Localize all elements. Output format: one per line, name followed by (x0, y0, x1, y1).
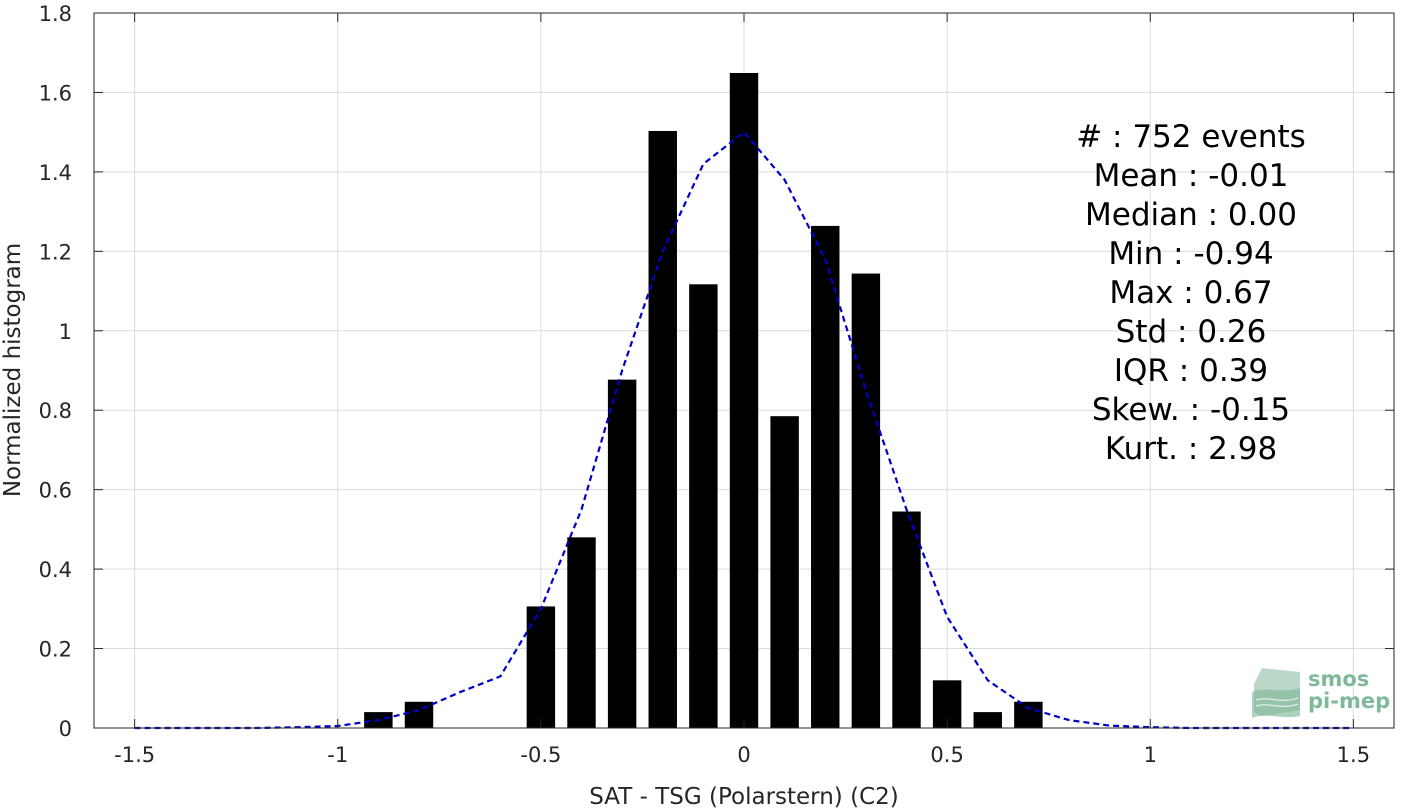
y-tick-label: 0.8 (39, 399, 72, 423)
stats-line: # : 752 events (1076, 119, 1306, 155)
histogram-bar (689, 284, 718, 728)
smos-pi-mep-logo: smos pi-mep (1252, 667, 1390, 718)
x-tick-labels: -1.5 -1 -0.5 0 0.5 1 1.5 (114, 743, 1370, 767)
x-tick-label: 0 (737, 743, 750, 767)
y-tick-label: 0.4 (39, 558, 72, 582)
stats-line: Max : 0.67 (1109, 275, 1272, 311)
y-tick-label: 0 (59, 717, 72, 741)
x-tick-label: -1.5 (114, 743, 155, 767)
stats-line: Std : 0.26 (1116, 314, 1267, 350)
stats-line: IQR : 0.39 (1114, 353, 1268, 389)
y-tick-label: 1 (59, 320, 72, 344)
histogram-bar (567, 537, 596, 728)
x-axis-label: SAT - TSG (Polarstern) (C2) (589, 784, 898, 809)
x-tick-label: 1 (1144, 743, 1157, 767)
histogram-bars (364, 72, 1043, 729)
logo-text-pi-mep: pi-mep (1308, 689, 1390, 713)
y-tick-label: 1.2 (39, 240, 72, 264)
histogram-bar (648, 130, 677, 729)
stats-line: Min : -0.94 (1108, 236, 1273, 272)
histogram-bar (607, 379, 637, 728)
histogram-bar (892, 511, 921, 728)
histogram-bar (770, 416, 799, 728)
logo-text-smos: smos (1308, 667, 1369, 691)
stats-line: Kurt. : 2.98 (1105, 431, 1277, 467)
x-tick-label: 1.5 (1337, 743, 1370, 767)
y-tick-label: 1.4 (39, 161, 72, 185)
stats-line: Mean : -0.01 (1094, 158, 1289, 194)
stats-line: Median : 0.00 (1085, 197, 1297, 233)
y-tick-label: 1.6 (39, 81, 72, 105)
histogram-bar (1014, 701, 1043, 728)
histogram-bar (811, 225, 840, 728)
histogram-bar (729, 72, 759, 729)
histogram-bar (404, 701, 434, 728)
axis-ticks (94, 12, 1394, 729)
y-tick-label: 0.6 (39, 479, 72, 503)
y-tick-label: 0.2 (39, 638, 72, 662)
y-tick-labels: 0 0.2 0.4 0.6 0.8 1 1.2 1.4 1.6 1.8 (39, 2, 72, 741)
x-tick-label: 0.5 (930, 743, 963, 767)
histogram-bar (973, 712, 1002, 728)
y-axis-label: Normalized histogram (0, 243, 26, 497)
x-tick-label: -1 (327, 743, 348, 767)
stats-line: Skew. : -0.15 (1092, 392, 1290, 428)
histogram-bar (851, 273, 881, 728)
y-tick-label: 1.8 (39, 2, 72, 26)
logo-wave-icon (1252, 668, 1300, 718)
x-tick-label: -0.5 (520, 743, 561, 767)
